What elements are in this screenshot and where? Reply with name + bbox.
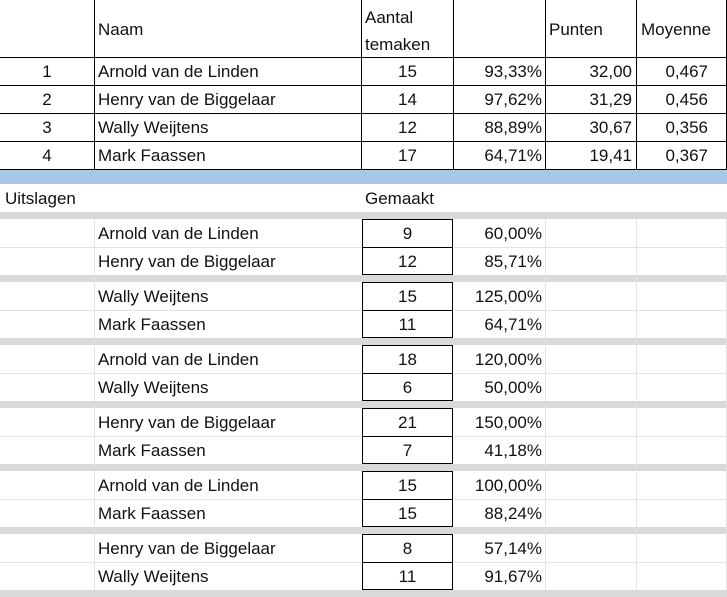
aantal-temaken: 14: [398, 90, 417, 109]
header-aantal-line2: temaken: [365, 35, 431, 54]
results-label: Uitslagen: [5, 189, 76, 208]
percentage: 64,71%: [484, 146, 542, 165]
percentage: 88,24%: [484, 504, 542, 523]
gemaakt-header: Gemaakt: [365, 189, 434, 208]
rank-number: 2: [42, 90, 52, 109]
player-name: Arnold van de Linden: [98, 350, 259, 369]
aantal-temaken: 12: [398, 118, 417, 137]
percentage: 125,00%: [474, 287, 542, 306]
player-name: Mark Faassen: [98, 441, 206, 460]
gemaakt-value[interactable]: 15: [398, 287, 417, 306]
gemaakt-box: [362, 345, 453, 401]
percentage: 120,00%: [474, 350, 542, 369]
aantal-temaken: 15: [398, 62, 417, 81]
gemaakt-box: [362, 282, 453, 338]
percentage: 100,00%: [474, 476, 542, 495]
gemaakt-value[interactable]: 8: [402, 539, 413, 558]
gemaakt-box: [362, 534, 453, 590]
percentage: 85,71%: [484, 252, 542, 271]
player-name: Arnold van de Linden: [98, 62, 259, 81]
gemaakt-value[interactable]: 7: [402, 441, 413, 460]
header-punten: Punten: [549, 20, 603, 39]
percentage: 91,67%: [484, 567, 542, 586]
player-name: Mark Faassen: [98, 146, 206, 165]
percentage: 93,33%: [484, 62, 542, 81]
header-aantal-line1: Aantal: [365, 8, 414, 27]
punten: 32,00: [589, 62, 632, 81]
gemaakt-value[interactable]: 15: [398, 476, 417, 495]
punten: 30,67: [589, 118, 632, 137]
header-naam: Naam: [98, 20, 144, 39]
player-name: Wally Weijtens: [98, 287, 209, 306]
gemaakt-value[interactable]: 11: [398, 315, 417, 334]
rank-number: 3: [42, 118, 52, 137]
gemaakt-value[interactable]: 15: [398, 504, 417, 523]
gemaakt-value[interactable]: 11: [398, 567, 417, 586]
percentage: 41,18%: [484, 441, 542, 460]
gemaakt-box: [362, 471, 453, 527]
player-name: Mark Faassen: [98, 504, 206, 523]
percentage: 97,62%: [484, 90, 542, 109]
gemaakt-value[interactable]: 6: [402, 378, 413, 397]
player-name: Henry van de Biggelaar: [98, 252, 276, 271]
player-name: Henry van de Biggelaar: [98, 413, 276, 432]
aantal-temaken: 17: [398, 146, 417, 165]
percentage: 57,14%: [484, 539, 542, 558]
percentage: 88,89%: [484, 118, 542, 137]
player-name: Arnold van de Linden: [98, 476, 259, 495]
player-name: Mark Faassen: [98, 315, 206, 334]
punten: 31,29: [589, 90, 632, 109]
player-name: Wally Weijtens: [98, 118, 209, 137]
gemaakt-value[interactable]: 12: [398, 252, 417, 271]
gemaakt-value[interactable]: 21: [398, 413, 417, 432]
gemaakt-box: [362, 219, 453, 275]
player-name: Arnold van de Linden: [98, 224, 259, 243]
player-name: Wally Weijtens: [98, 378, 209, 397]
percentage: 150,00%: [474, 413, 542, 432]
percentage: 60,00%: [484, 224, 542, 243]
section-divider: [0, 170, 727, 184]
percentage: 50,00%: [484, 378, 542, 397]
punten: 19,41: [589, 146, 632, 165]
player-name: Henry van de Biggelaar: [98, 90, 276, 109]
moyenne: 0,367: [665, 146, 708, 165]
player-name: Henry van de Biggelaar: [98, 539, 276, 558]
header-moyenne: Moyenne: [641, 20, 711, 39]
rank-number: 1: [42, 62, 52, 81]
moyenne: 0,456: [665, 90, 708, 109]
gemaakt-value[interactable]: 18: [398, 350, 417, 369]
player-name: Wally Weijtens: [98, 567, 209, 586]
moyenne: 0,467: [665, 62, 708, 81]
moyenne: 0,356: [665, 118, 708, 137]
percentage: 64,71%: [484, 315, 542, 334]
rank-number: 4: [42, 146, 52, 165]
gemaakt-value[interactable]: 9: [402, 224, 413, 243]
gemaakt-box: [362, 408, 453, 464]
